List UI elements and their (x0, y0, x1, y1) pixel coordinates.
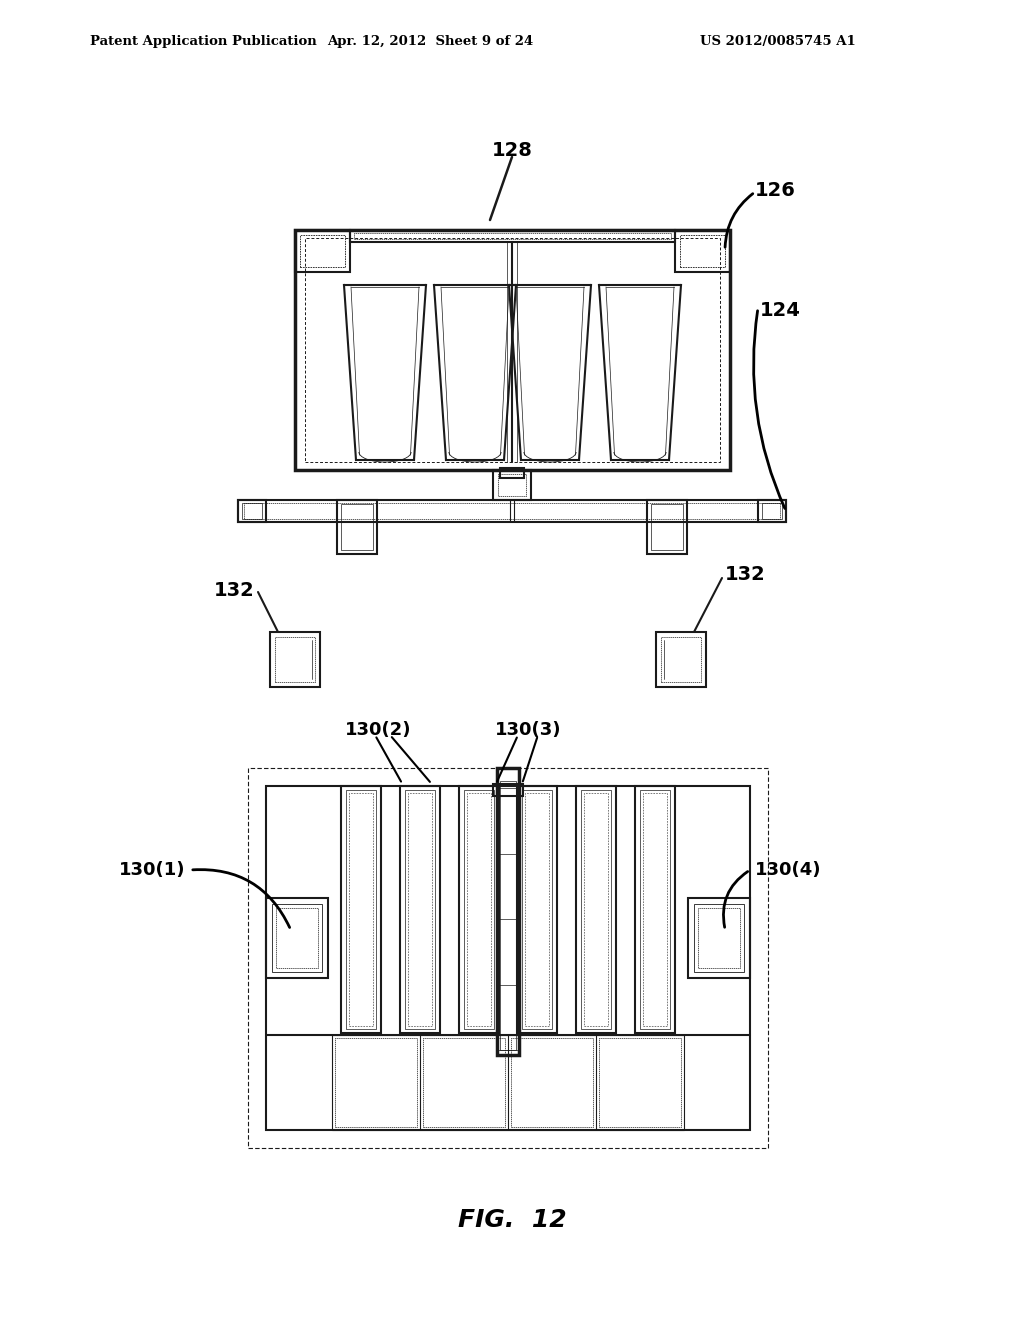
Bar (584, 793, 608, 1026)
Bar (400, 785, 440, 1034)
Bar (525, 793, 549, 1026)
Bar (522, 789, 552, 1030)
Bar (276, 908, 318, 968)
Bar (337, 500, 377, 554)
Bar (675, 230, 730, 272)
Text: 124: 124 (760, 301, 801, 319)
Bar (493, 470, 531, 500)
Bar (467, 793, 490, 1026)
Text: 128: 128 (492, 140, 532, 160)
Bar (758, 500, 786, 521)
Bar (406, 789, 435, 1030)
Bar (497, 768, 519, 1055)
Bar (694, 904, 744, 972)
Bar (464, 789, 494, 1030)
Bar (680, 235, 725, 267)
Bar (238, 500, 786, 521)
Bar (599, 1038, 681, 1127)
Bar (244, 503, 780, 519)
Bar (493, 784, 523, 796)
Bar (581, 789, 611, 1030)
Text: 132: 132 (725, 565, 766, 585)
Bar (408, 793, 432, 1026)
Bar (577, 785, 616, 1034)
Text: 130(3): 130(3) (495, 721, 561, 739)
Bar (698, 908, 740, 968)
Bar (423, 1038, 505, 1127)
Text: FIG.  12: FIG. 12 (458, 1208, 566, 1232)
Bar (500, 781, 516, 1049)
Bar (662, 638, 701, 682)
Bar (295, 230, 730, 470)
Bar (335, 1038, 417, 1127)
Bar (640, 789, 670, 1030)
Bar (341, 504, 373, 550)
Bar (266, 898, 328, 978)
Bar (647, 500, 687, 554)
Bar (656, 632, 706, 686)
Bar (266, 785, 750, 1130)
Text: Apr. 12, 2012  Sheet 9 of 24: Apr. 12, 2012 Sheet 9 of 24 (327, 36, 534, 49)
Bar (498, 474, 526, 496)
Text: 130(4): 130(4) (755, 861, 821, 879)
Bar (354, 234, 671, 239)
Bar (349, 793, 374, 1026)
Bar (242, 503, 262, 519)
Bar (511, 1038, 593, 1127)
Text: 126: 126 (755, 181, 796, 199)
Bar (643, 793, 667, 1026)
Text: US 2012/0085745 A1: US 2012/0085745 A1 (700, 36, 856, 49)
Bar (270, 632, 319, 686)
Bar (305, 238, 720, 462)
Bar (238, 500, 266, 521)
Bar (346, 789, 376, 1030)
Bar (350, 230, 675, 242)
Text: 130(2): 130(2) (345, 721, 412, 739)
Bar (762, 503, 782, 519)
Bar (300, 235, 345, 267)
Bar (275, 638, 315, 682)
Bar (688, 898, 750, 978)
Bar (651, 504, 683, 550)
Text: Patent Application Publication: Patent Application Publication (90, 36, 316, 49)
Bar (500, 469, 524, 478)
Bar (341, 785, 381, 1034)
Text: 132: 132 (214, 581, 255, 599)
Bar (295, 230, 350, 272)
Bar (459, 785, 499, 1034)
Bar (635, 785, 675, 1034)
Text: 130(1): 130(1) (119, 861, 185, 879)
Bar (248, 768, 768, 1148)
Bar (272, 904, 322, 972)
Bar (517, 785, 557, 1034)
